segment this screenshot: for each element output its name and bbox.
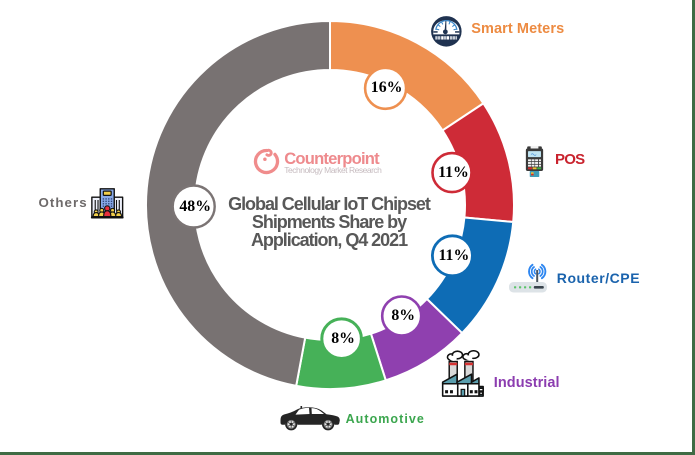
svg-text:Technology Market Research: Technology Market Research [284, 165, 382, 175]
svg-text:Counterpoint: Counterpoint [284, 149, 380, 168]
